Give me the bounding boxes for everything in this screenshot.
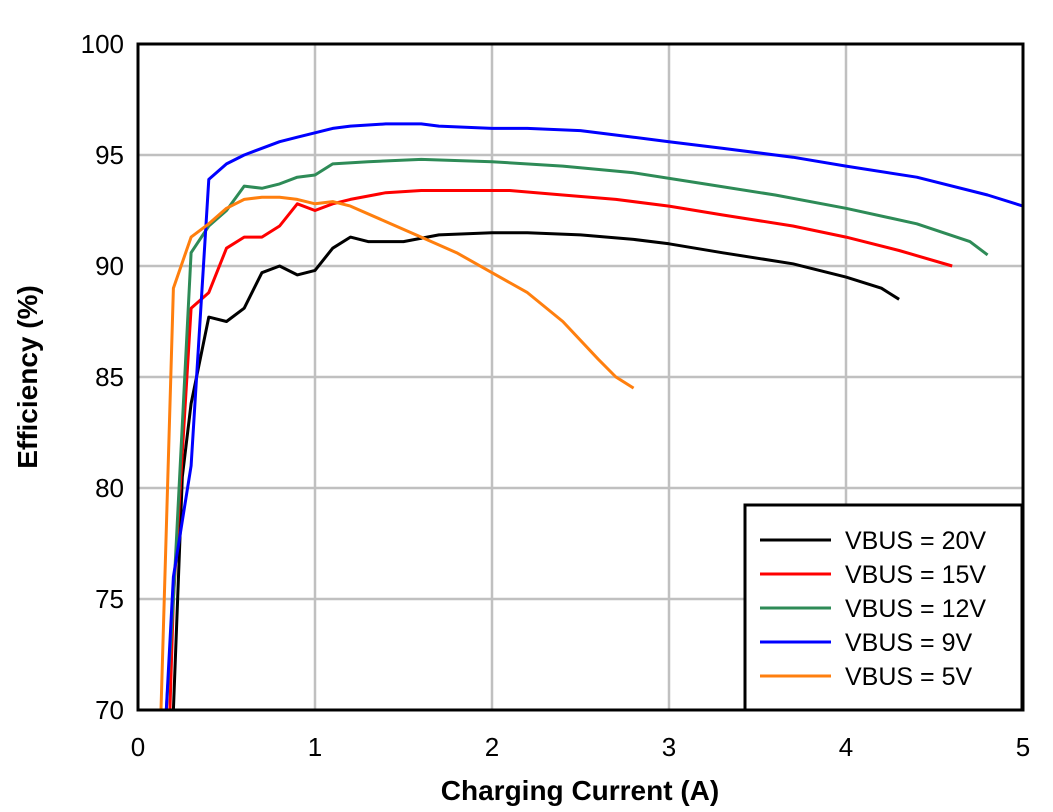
series-line: [164, 122, 1023, 710]
y-tick-label: 80: [95, 473, 124, 503]
x-axis-label: Charging Current (A): [441, 775, 719, 806]
series-line: [164, 157, 989, 710]
x-tick-label: 2: [485, 732, 499, 762]
data-series: [159, 122, 1023, 710]
x-tick-label: 4: [839, 732, 853, 762]
y-axis-ticks: 70 75 80 85 90 95 100: [81, 29, 124, 725]
y-tick-label: 90: [95, 251, 124, 281]
x-tick-label: 0: [131, 732, 145, 762]
series-line: [171, 231, 900, 710]
legend-label: VBUS = 20V: [845, 527, 986, 555]
legend: VBUS = 20V VBUS = 15V VBUS = 12V VBUS = 9V V…: [743, 503, 1024, 712]
legend-label: VBUS = 9V: [845, 629, 972, 657]
legend-label: VBUS = 5V: [845, 663, 972, 691]
legend-label: VBUS = 12V: [845, 595, 986, 623]
plot-frame: [136, 42, 1025, 712]
y-axis-label: Efficiency (%): [12, 285, 43, 469]
series-line: [159, 195, 635, 710]
x-axis-ticks: 0 1 2 3 4 5: [131, 732, 1030, 762]
y-tick-label: 85: [95, 362, 124, 392]
y-tick-label: 100: [81, 29, 124, 59]
x-tick-label: 3: [662, 732, 676, 762]
y-tick-label: 75: [95, 584, 124, 614]
y-tick-label: 95: [95, 140, 124, 170]
y-tick-label: 70: [95, 695, 124, 725]
x-tick-label: 1: [308, 732, 322, 762]
series-line: [168, 189, 953, 710]
x-tick-label: 5: [1016, 732, 1030, 762]
legend-label: VBUS = 15V: [845, 561, 986, 589]
